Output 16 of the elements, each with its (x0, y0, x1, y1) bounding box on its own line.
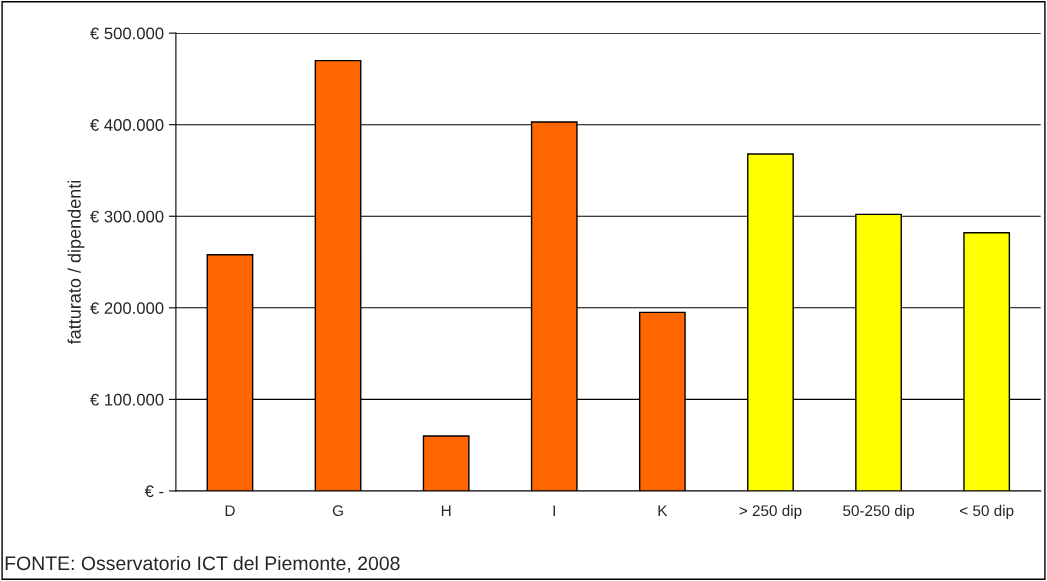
y-tick-label: € 300.000 (90, 210, 164, 223)
y-tick-label: € 500.000 (90, 27, 164, 40)
x-tick-label: D (225, 505, 235, 516)
x-tick-label: 50-250 dip (843, 504, 915, 520)
x-tick-label: H (441, 505, 451, 516)
y-tick-label: € - (144, 485, 164, 498)
y-tick-label: € 100.000 (90, 393, 164, 406)
source-note: FONTE: Osservatorio ICT del Piemonte, 2008 (5, 555, 400, 573)
x-tick-label: < 50 dip (960, 504, 1014, 520)
y-tick-label: € 200.000 (90, 302, 164, 315)
x-tick-label: G (332, 505, 343, 517)
y-axis-title: fatturato / dipendenti (67, 180, 85, 345)
x-tick-label: I (553, 505, 555, 516)
x-tick-label: > 250 dip (739, 504, 802, 520)
y-tick-label: € 400.000 (90, 119, 164, 131)
x-tick-label: K (658, 505, 668, 516)
